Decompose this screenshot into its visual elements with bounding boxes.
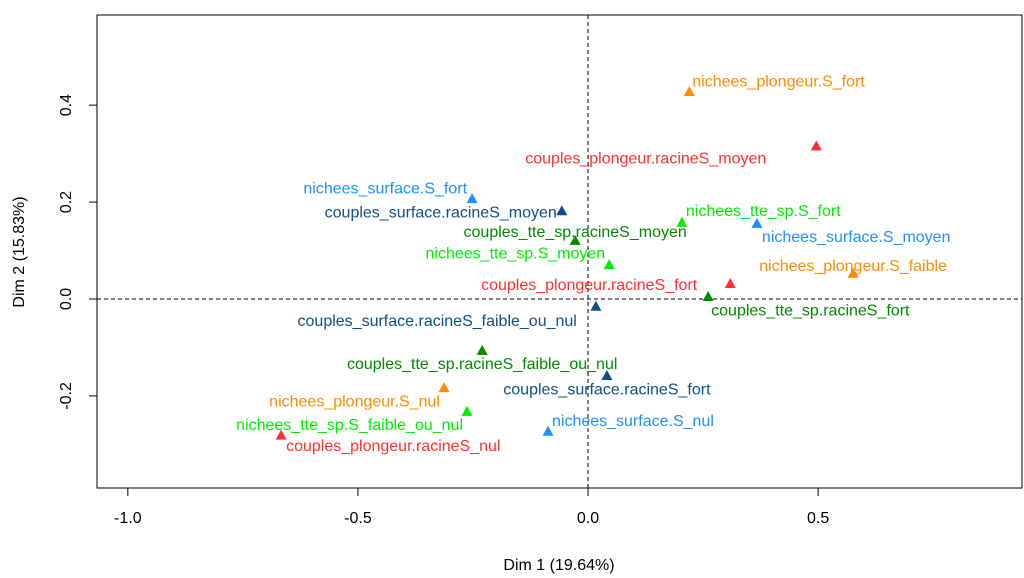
point — [683, 86, 695, 97]
point-label: nichees_surface.S_fort — [303, 180, 467, 197]
point-label: couples_surface.racineS_moyen — [325, 204, 557, 221]
y-tick-label: 0.4 — [58, 94, 75, 116]
point — [724, 277, 736, 288]
point-label: nichees_tte_sp.S_fort — [686, 203, 841, 220]
point — [569, 234, 581, 245]
point — [810, 140, 822, 151]
y-tick-label: 0.0 — [58, 288, 75, 310]
point — [461, 405, 473, 416]
point — [542, 425, 554, 436]
plot-frame — [96, 14, 1023, 489]
x-tick-label: -1.0 — [114, 510, 142, 527]
x-tick-label: 0.0 — [577, 510, 599, 527]
point — [590, 300, 602, 311]
point-label: couples_plongeur.racineS_moyen — [525, 151, 766, 168]
point — [847, 267, 859, 278]
x-tick-label: 0.5 — [807, 510, 829, 527]
point-label: nichees_plongeur.S_faible — [759, 258, 947, 275]
x-axis-title: Dim 1 (19.64%) — [503, 557, 614, 574]
point-label: couples_surface.racineS_faible_ou_nul — [298, 313, 577, 330]
point-label: nichees_plongeur.S_fort — [692, 73, 865, 90]
point — [603, 259, 615, 270]
y-axis-title: Dim 2 (15.83%) — [11, 196, 28, 307]
point — [438, 382, 450, 393]
y-tick-label: -0.2 — [58, 382, 75, 410]
point-label: couples_tte_sp.racineS_faible_ou_nul — [347, 356, 617, 373]
point — [702, 291, 714, 302]
point-label: nichees_surface.S_nul — [552, 413, 714, 430]
point-label: couples_surface.racineS_fort — [503, 381, 711, 398]
point-label: couples_plongeur.racineS_nul — [286, 438, 500, 455]
point — [751, 217, 763, 228]
point-label: nichees_plongeur.S_nul — [269, 393, 440, 410]
point-label: nichees_tte_sp.S_faible_ou_nul — [236, 417, 463, 434]
point-label: couples_plongeur.racineS_fort — [481, 277, 698, 294]
point — [466, 193, 478, 204]
point-label: nichees_tte_sp.S_moyen — [426, 245, 606, 262]
x-tick-label: -0.5 — [344, 510, 372, 527]
point — [676, 216, 688, 227]
point-label: couples_tte_sp.racineS_moyen — [464, 224, 687, 241]
point-label: couples_tte_sp.racineS_fort — [711, 302, 910, 319]
point — [476, 344, 488, 355]
point — [275, 429, 287, 440]
point-label: nichees_surface.S_moyen — [762, 229, 951, 246]
point — [556, 205, 568, 216]
point — [601, 370, 613, 381]
y-tick-label: 0.2 — [58, 191, 75, 213]
